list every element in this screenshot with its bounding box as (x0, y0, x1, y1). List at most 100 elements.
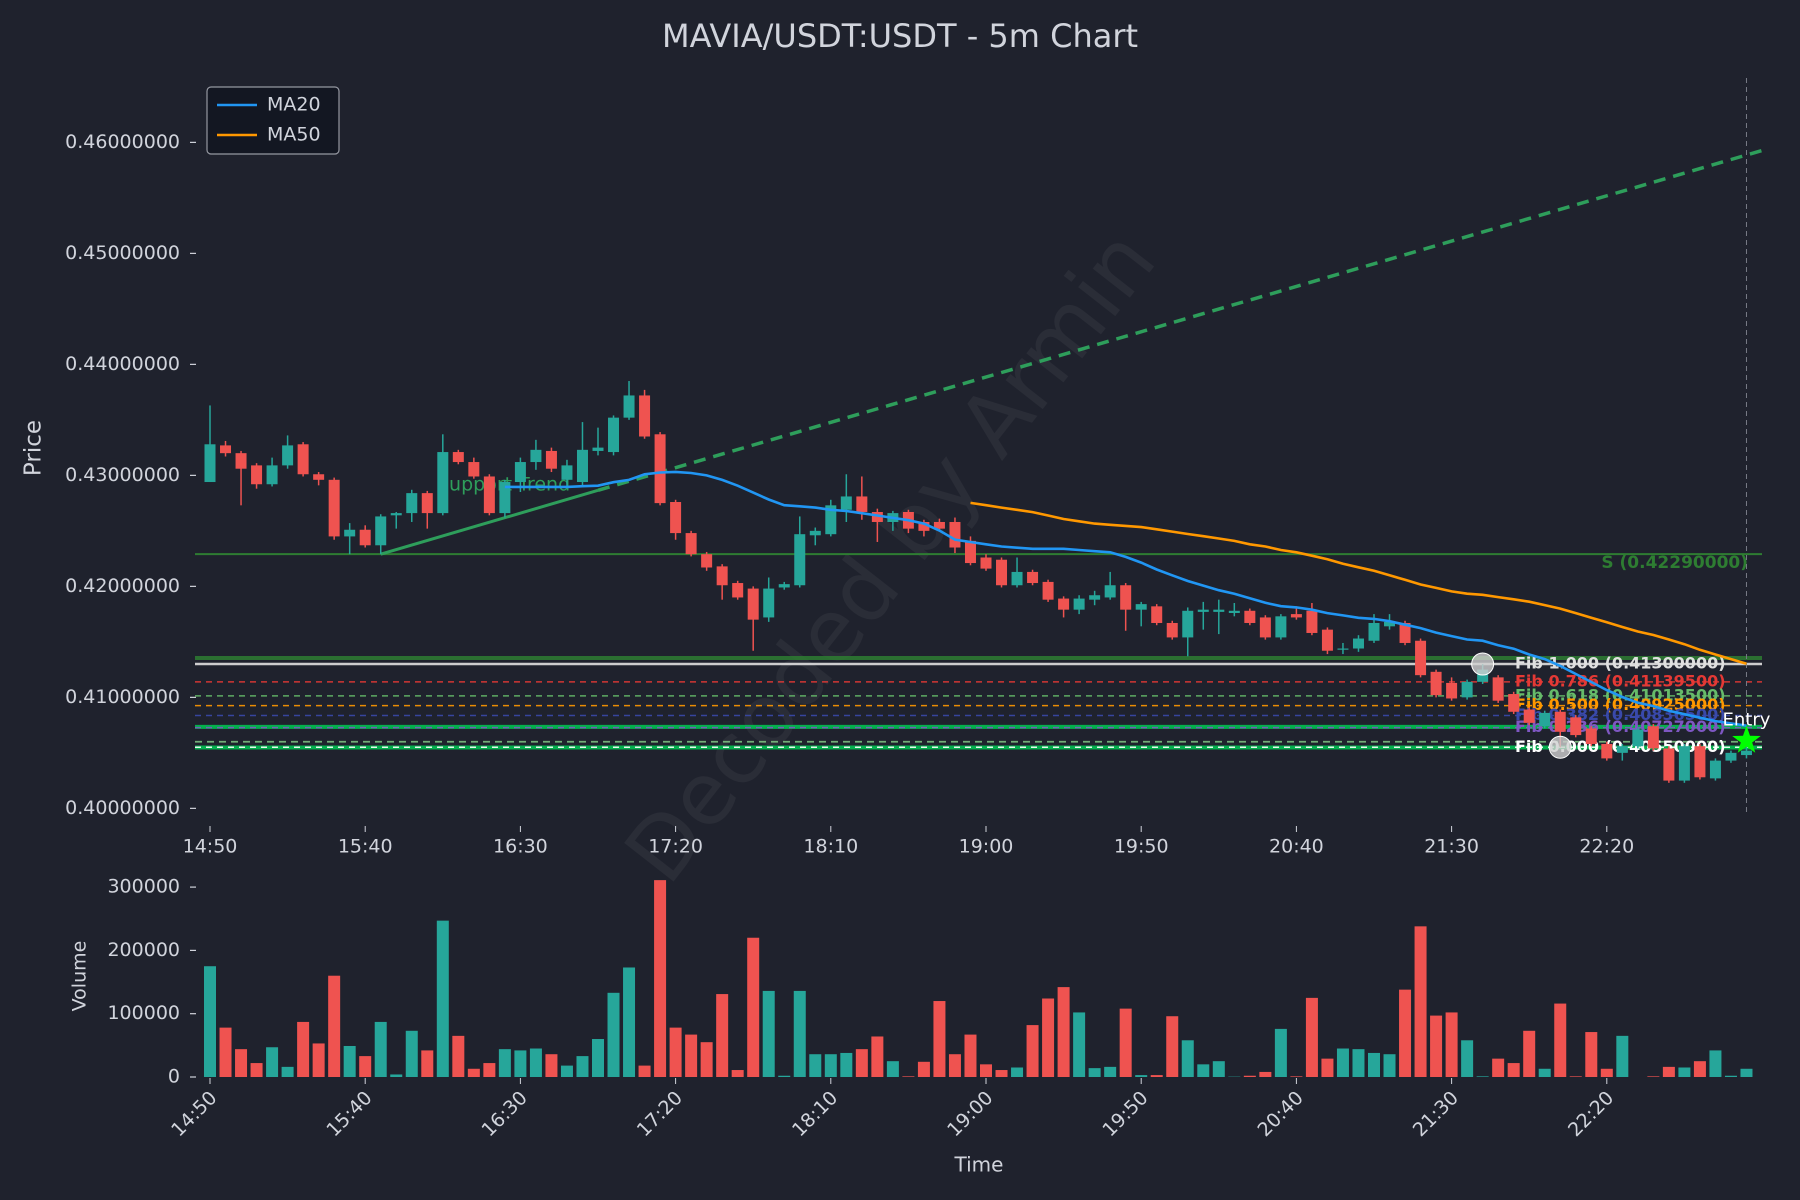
volume-x-tick-label: 15:40 (322, 1087, 376, 1141)
candle-body (1182, 610, 1194, 638)
candle-body (763, 588, 775, 618)
candle-body (1213, 609, 1225, 612)
candle-body (1663, 748, 1675, 781)
watermark: Decoded by Armin (606, 212, 1175, 901)
candle-body (794, 534, 806, 586)
candle-body (1104, 585, 1116, 598)
candle-body (1508, 694, 1520, 712)
candle-body (1632, 729, 1644, 747)
candle-body (1244, 610, 1256, 623)
candle-body (1430, 671, 1442, 696)
fib-label: Fib 0.786 (0.41139500) (1515, 671, 1726, 690)
volume-bar (1538, 1068, 1551, 1077)
volume-bar (1321, 1058, 1334, 1077)
candle-body (204, 444, 216, 483)
y-tick-label: 0.41000000 (65, 686, 180, 708)
volume-bar (374, 1021, 387, 1077)
y-tick-label: 0.46000000 (65, 131, 180, 153)
candle-body (1352, 638, 1364, 649)
volume-bar (1414, 926, 1427, 1077)
volume-bar (1693, 1061, 1706, 1077)
candle-body (530, 449, 542, 463)
candle-body (1384, 621, 1396, 627)
volume-bar (1352, 1049, 1365, 1077)
volume-bar (514, 1050, 527, 1077)
volume-bar (1724, 1075, 1737, 1077)
volume-bar (1150, 1075, 1163, 1077)
candle-body (1120, 585, 1132, 610)
volume-bar (995, 1070, 1008, 1077)
volume-x-tick-label: 20:40 (1254, 1087, 1308, 1141)
candle-body (1415, 640, 1427, 676)
fib-label: Fib 0.500 (0.40925000) (1515, 695, 1726, 714)
volume-bar (1709, 1050, 1722, 1077)
support-trend-projection (597, 148, 1763, 493)
volume-bar (778, 1075, 791, 1077)
y-tick-label: 0.44000000 (65, 353, 180, 375)
volume-bar (1662, 1066, 1675, 1077)
candle-body (421, 493, 433, 514)
legend-label: MA20 (267, 94, 321, 116)
candle-body (1709, 760, 1721, 779)
fib-label: Fib 0.382 (0.40836500) (1515, 705, 1726, 724)
ma-line (970, 501, 1747, 665)
candle-body (282, 445, 294, 466)
volume-bar (793, 990, 806, 1077)
candle-body (1446, 682, 1458, 699)
candle-body (1089, 595, 1101, 600)
candle-body (1461, 681, 1473, 698)
candle-body (266, 465, 278, 485)
candle-body (1554, 711, 1566, 732)
volume-bar (654, 880, 667, 1077)
volume-bar (1554, 1003, 1567, 1077)
volume-bar (933, 1001, 946, 1077)
volume-bar (452, 1035, 465, 1077)
volume-bar (1368, 1052, 1380, 1077)
legend: MA20 MA50 (206, 86, 340, 155)
volume-bar (1476, 1076, 1489, 1077)
volume-bar (359, 1056, 372, 1077)
x-tick-label: 15:40 (338, 836, 393, 858)
volume-bar (855, 1049, 868, 1077)
candle-body (871, 511, 883, 522)
candle-body (716, 566, 728, 586)
volume-bar (545, 1054, 558, 1077)
swing-point (1471, 652, 1495, 676)
volume-bar (312, 1043, 325, 1077)
chart-title: MAVIA/USDT:USDT - 5m Chart (662, 17, 1138, 55)
candle-body (1678, 746, 1690, 781)
candle-body (1725, 752, 1737, 761)
candle-body (949, 521, 961, 548)
candle-body (1585, 728, 1597, 744)
candle-body (592, 447, 604, 451)
x-tick-label: 18:10 (803, 836, 858, 858)
y-tick-label: 0.45000000 (65, 242, 180, 264)
volume-bar (1042, 998, 1055, 1077)
y-tick-label: 0.43000000 (65, 464, 180, 486)
candle-body (1135, 604, 1147, 610)
x-tick-label: 21:30 (1424, 836, 1479, 858)
candle-body (1477, 669, 1489, 682)
candle-body (452, 452, 464, 463)
volume-bar (1290, 1076, 1303, 1077)
candle-body (654, 434, 666, 504)
volume-bar (731, 1070, 744, 1077)
candle-body (825, 505, 837, 535)
volume-bar (1057, 987, 1070, 1077)
support-label: S (0.42290000) (1601, 553, 1748, 573)
volume-bar (1336, 1048, 1349, 1077)
candle-body (251, 465, 263, 485)
candle-body (778, 584, 790, 588)
volume-bar (204, 966, 216, 1077)
volume-bar (1135, 1075, 1148, 1077)
volume-bar (1461, 1040, 1474, 1077)
volume-bar (716, 994, 729, 1077)
candle-body (1011, 571, 1023, 586)
volume-bar (948, 1054, 961, 1077)
x-tick-label: 20:40 (1269, 836, 1324, 858)
volume-bar (700, 1042, 713, 1077)
volume-bar (669, 1027, 682, 1077)
candle-body (1570, 717, 1582, 736)
volume-bar (1399, 989, 1412, 1077)
